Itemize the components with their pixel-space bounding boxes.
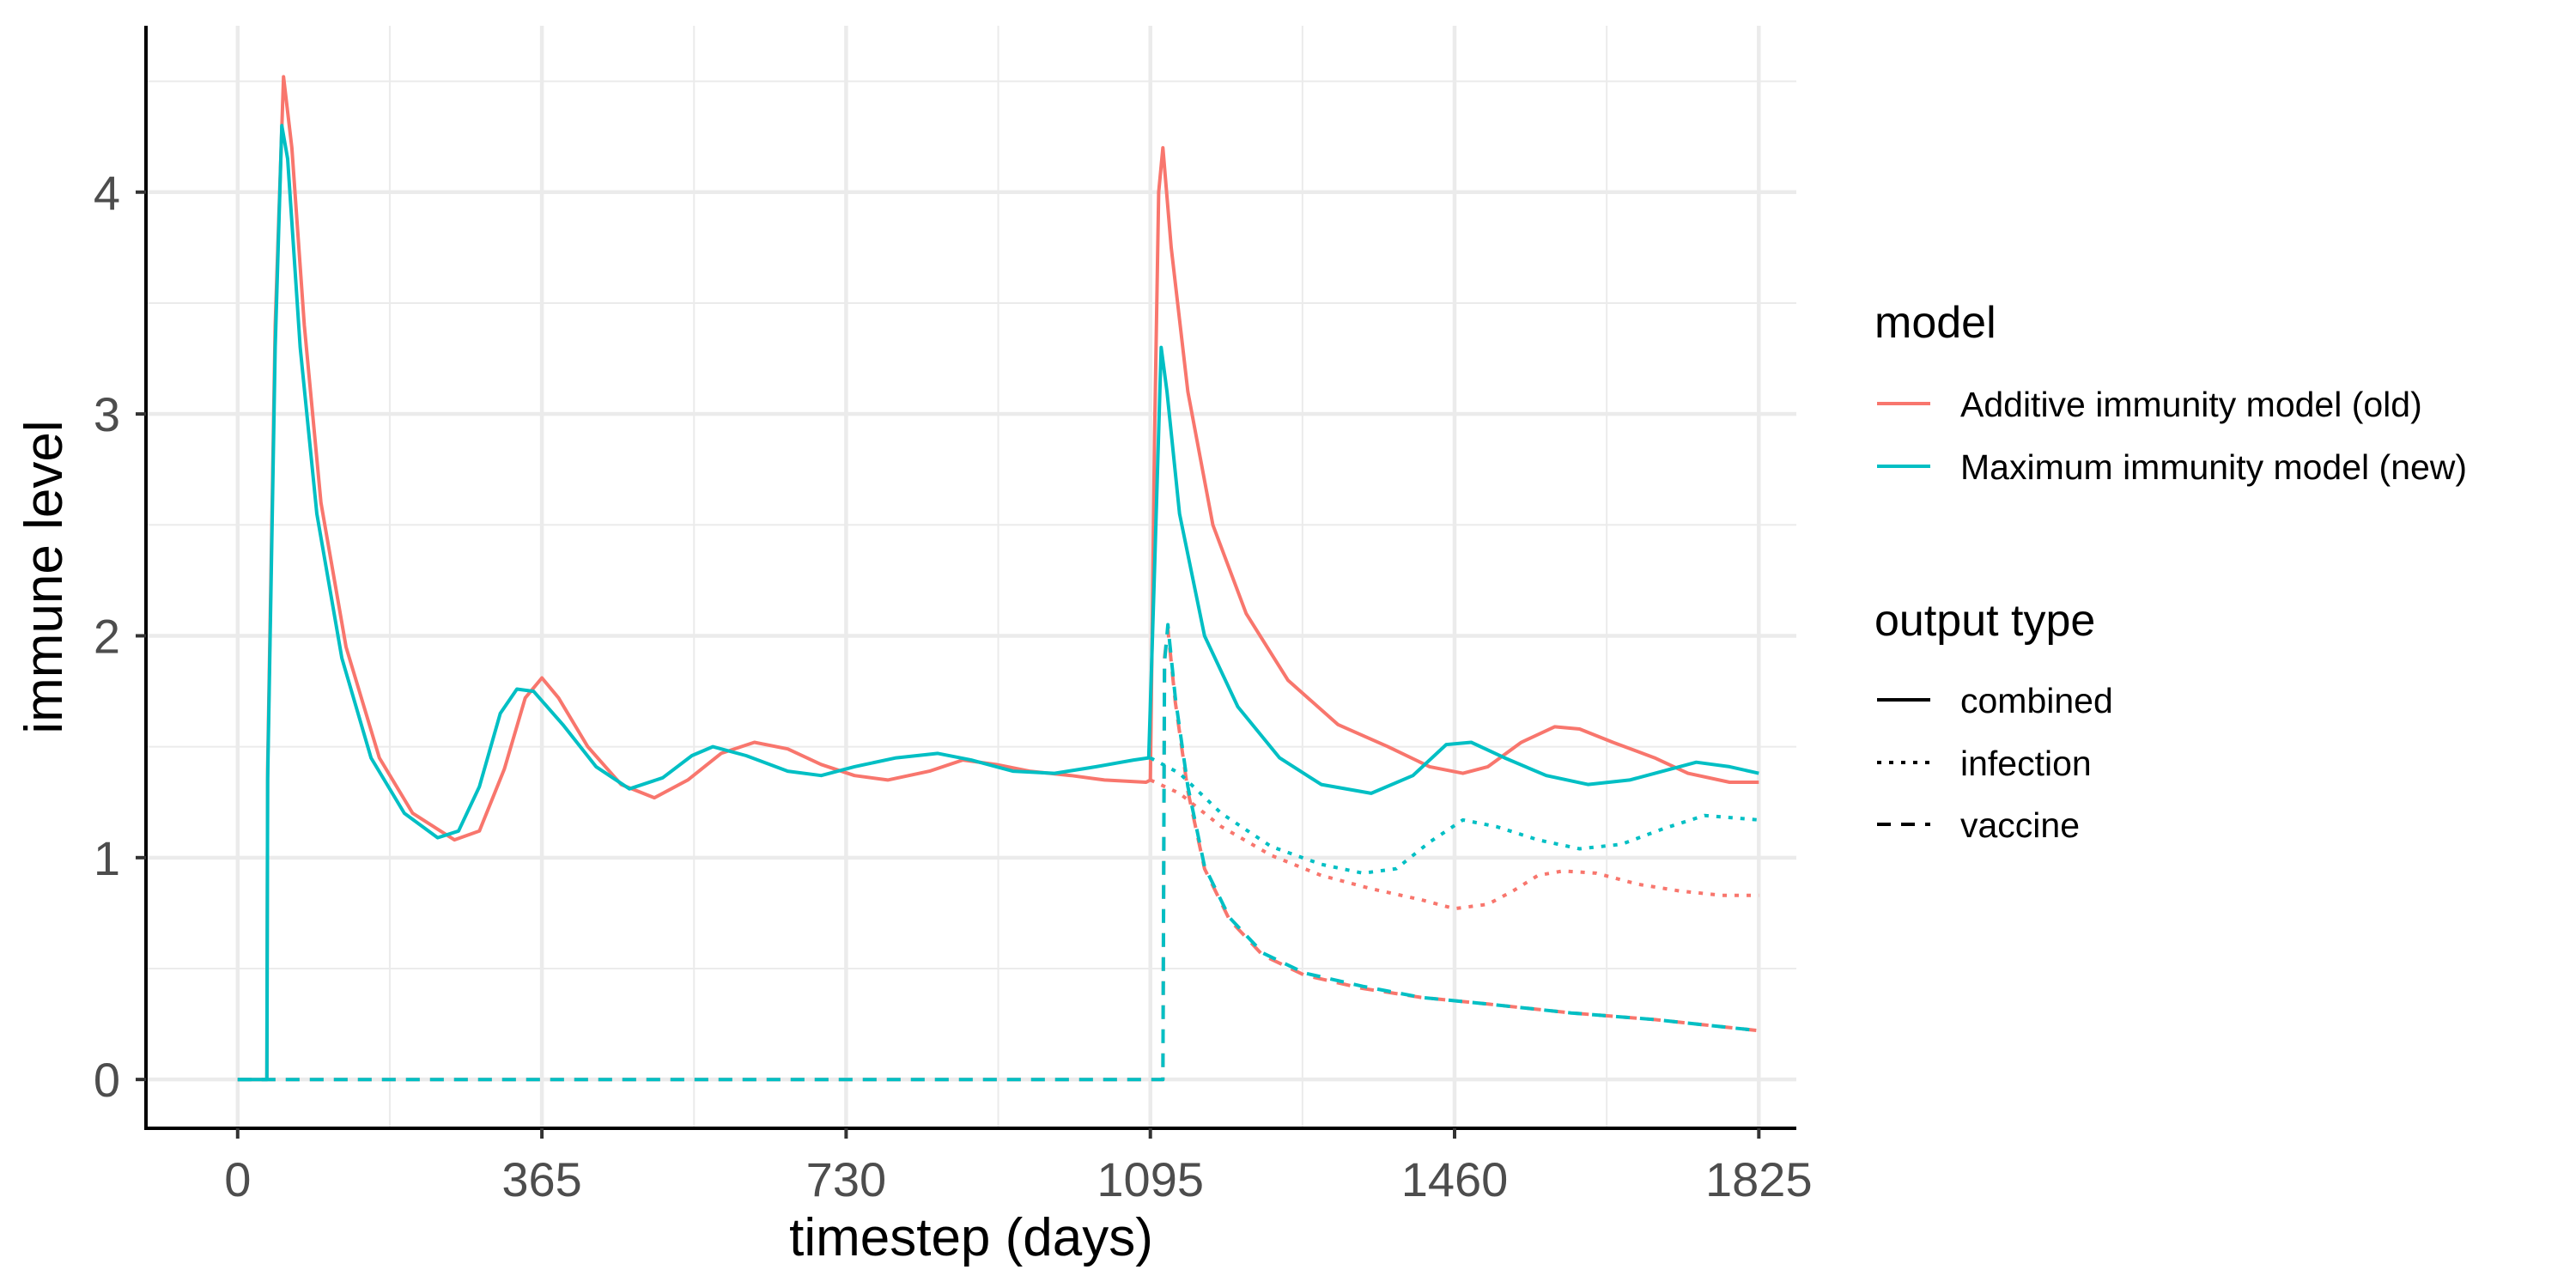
legend-title-output-type: output type — [1874, 596, 2095, 646]
series-line-maximum-combined — [237, 124, 1759, 1082]
tick-layer: 0 365 730 1095 1460 1825 0 1 2 3 4 — [94, 166, 1813, 1206]
series-layer — [237, 75, 1759, 1082]
axes-layer — [144, 26, 1796, 1130]
legend-label-output-type: infection — [1960, 744, 2092, 783]
x-tick-label: 0 — [224, 1152, 251, 1206]
legend: model Additive immunity model (old) Maximu… — [1874, 298, 2467, 845]
legend-label-model: Maximum immunity model (new) — [1960, 447, 2467, 487]
series-line-additive-infection — [1149, 778, 1759, 911]
series-line-maximum-infection — [1149, 756, 1759, 875]
x-axis-title: timestep (days) — [789, 1208, 1153, 1267]
legend-title-model: model — [1874, 298, 1996, 348]
legend-label-output-type: vaccine — [1960, 805, 2080, 845]
y-axis-title: immune level — [15, 420, 74, 733]
y-tick-label: 4 — [94, 166, 120, 220]
y-tick-label: 2 — [94, 609, 120, 663]
x-tick-label: 365 — [501, 1152, 581, 1206]
x-tick-label: 730 — [806, 1152, 886, 1206]
series-line-maximum-vaccine — [237, 623, 1759, 1082]
grid-layer — [146, 26, 1796, 1128]
y-tick-label: 0 — [94, 1053, 120, 1107]
x-tick-label: 1095 — [1097, 1152, 1204, 1206]
legend-label-model: Additive immunity model (old) — [1960, 385, 2422, 424]
x-tick-label: 1825 — [1705, 1152, 1813, 1206]
x-tick-label: 1460 — [1401, 1152, 1509, 1206]
legend-label-output-type: combined — [1960, 681, 2113, 720]
series-line-additive-combined — [237, 75, 1759, 1082]
y-tick-label: 1 — [94, 831, 120, 885]
y-tick-label: 3 — [94, 387, 120, 441]
